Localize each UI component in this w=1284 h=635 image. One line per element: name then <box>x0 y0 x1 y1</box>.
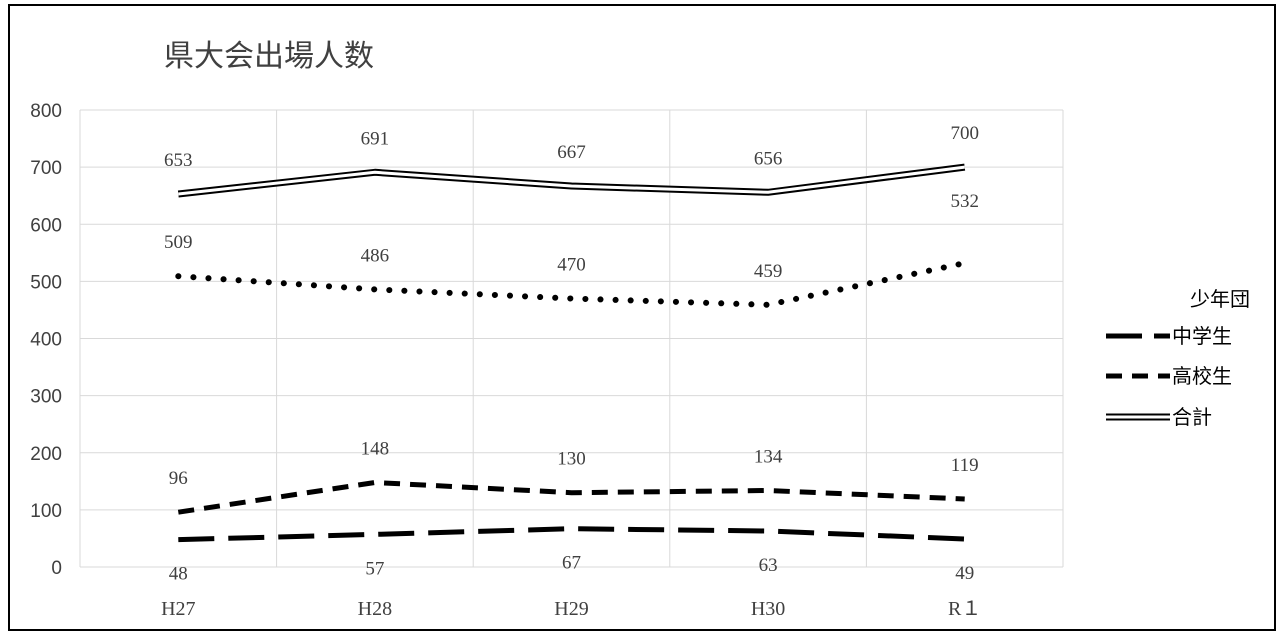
data-label-中学生-H27: 48 <box>169 564 188 585</box>
data-label-合計-H27: 653 <box>164 150 193 171</box>
data-label-中学生-R１: 49 <box>955 563 974 584</box>
x-axis-ticks: H27 H28 H29 H30 R１ <box>161 598 981 620</box>
y-tick-label-0: 0 <box>51 558 62 579</box>
series-layer <box>175 163 968 543</box>
series-line-中学生 <box>178 526 965 543</box>
data-label-少年団-R１: 532 <box>950 191 979 212</box>
data-label-合計-H29: 667 <box>557 142 586 163</box>
data-label-高校生-H27: 96 <box>169 468 188 489</box>
y-tick-label-100: 100 <box>30 501 62 522</box>
data-label-少年団-H28: 486 <box>361 245 390 266</box>
x-tick-label-H29: H29 <box>554 598 588 620</box>
data-label-高校生-H30: 134 <box>754 446 783 467</box>
chart-frame: 県大会出場人数 0 100 200 300 400 500 600 700 800 H27 H28… <box>8 4 1276 631</box>
x-tick-label-H30: H30 <box>751 598 785 620</box>
data-label-合計-R１: 700 <box>950 123 979 144</box>
legend-label-少年団: 少年団 <box>1190 287 1250 311</box>
data-label-少年団-H27: 509 <box>164 232 193 253</box>
chart-svg: 県大会出場人数 0 100 200 300 400 500 600 700 800 H27 H28… <box>30 39 1250 620</box>
series-line-合計-inner <box>178 165 965 196</box>
series-line-高校生 <box>177 479 965 515</box>
data-label-高校生-H29: 130 <box>557 449 586 470</box>
x-tick-label-R１: R１ <box>948 598 981 620</box>
y-tick-label-400: 400 <box>30 330 62 351</box>
y-tick-label-500: 500 <box>30 272 62 293</box>
y-tick-label-800: 800 <box>30 101 62 122</box>
data-label-中学生-H29: 67 <box>562 553 581 574</box>
x-tick-label-H27: H27 <box>161 598 195 620</box>
y-tick-label-600: 600 <box>30 215 62 236</box>
y-tick-label-200: 200 <box>30 444 62 465</box>
x-tick-label-H28: H28 <box>358 598 392 620</box>
y-axis-ticks: 0 100 200 300 400 500 600 700 800 <box>30 101 62 579</box>
data-label-合計-H28: 691 <box>361 128 390 149</box>
data-label-高校生-R１: 119 <box>951 455 979 476</box>
legend-label-中学生: 中学生 <box>1172 324 1232 348</box>
series-line-少年団 <box>175 260 968 308</box>
data-label-高校生-H28: 148 <box>361 438 390 459</box>
data-label-中学生-H30: 63 <box>759 555 778 576</box>
data-labels: 509 486 470 459 532 48 57 67 63 49 96 148 130 134 119 6… <box>164 123 979 584</box>
data-label-中学生-H28: 57 <box>365 558 384 579</box>
legend-label-合計: 合計 <box>1172 405 1212 429</box>
data-label-合計-H30: 656 <box>754 148 783 169</box>
chart-title: 県大会出場人数 <box>164 39 374 74</box>
y-tick-label-700: 700 <box>30 158 62 179</box>
data-label-少年団-H30: 459 <box>754 261 783 282</box>
data-label-少年団-H29: 470 <box>557 255 586 276</box>
legend-label-高校生: 高校生 <box>1172 364 1232 388</box>
y-tick-label-300: 300 <box>30 387 62 408</box>
